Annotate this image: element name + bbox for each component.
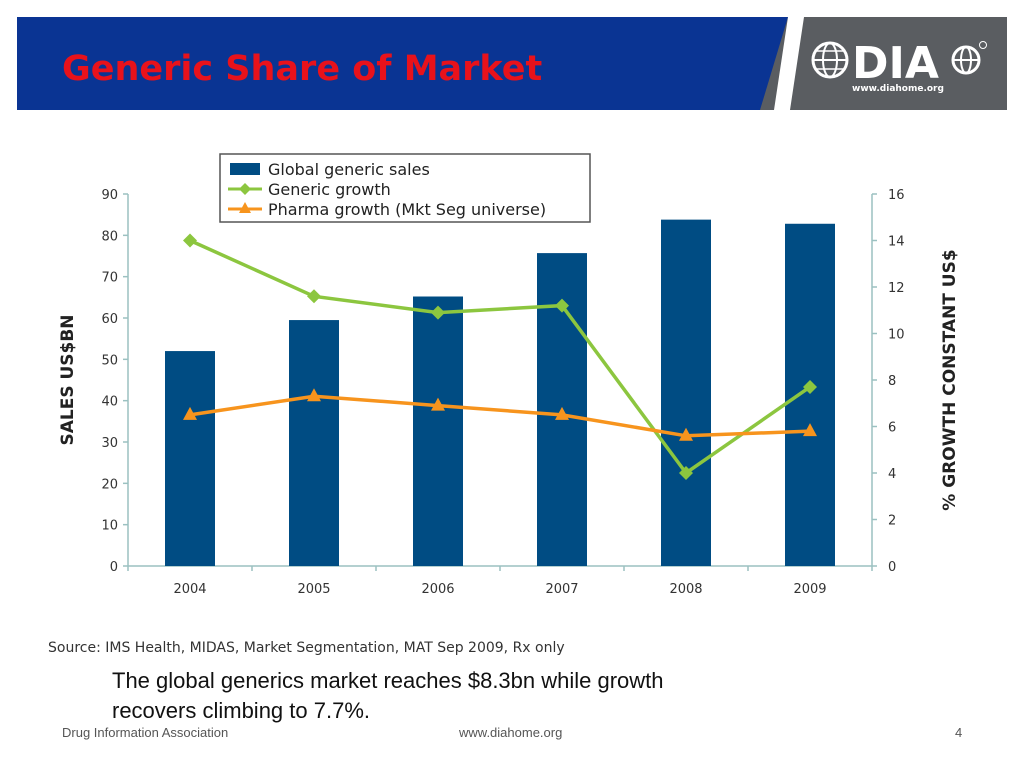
- legend-label-global-generic-sales: Global generic sales: [268, 160, 430, 179]
- y-tick-label-left: 50: [101, 353, 118, 368]
- pharma-growth-point: [431, 397, 445, 411]
- generic-growth-point: [803, 379, 817, 394]
- globe-icon-right: [951, 45, 981, 75]
- y-tick-label-left: 90: [101, 188, 118, 203]
- y-tick-label-right: 14: [888, 235, 905, 250]
- pharma-growth-point: [183, 406, 197, 420]
- chart: 0 10 20 30 40 50 60 70 80 90 0 2 4 6 8 10 12 14 16 2004 2005…: [58, 153, 960, 597]
- pharma-growth-line: [189, 394, 811, 438]
- y-tick-label-right: 12: [888, 281, 905, 296]
- legend-swatch-global-generic-sales: [230, 163, 260, 175]
- x-tick-label: 2004: [173, 582, 206, 597]
- y-tick-label-right: 16: [888, 188, 905, 203]
- bar-global-generic-sales: [165, 351, 215, 566]
- y-tick-label-right: 4: [888, 467, 896, 482]
- header-bar: [17, 17, 789, 110]
- page-number: 4: [955, 725, 963, 740]
- slide-caption: The global generics market reaches $8.3b…: [112, 668, 664, 723]
- pharma-growth-point: [555, 406, 569, 420]
- globe-icon: [811, 41, 849, 79]
- footer-organization: Drug Information Association: [62, 725, 229, 740]
- y-tick-label-left: 60: [101, 312, 118, 327]
- x-tick-label: 2005: [297, 582, 330, 597]
- legend-marker-generic-growth: [239, 183, 251, 195]
- y-axis-title-left: SALES US$BN: [58, 314, 78, 445]
- bar-global-generic-sales: [785, 223, 835, 566]
- pharma-growth-point: [679, 427, 693, 441]
- bar-global-generic-sales: [413, 296, 463, 566]
- y-tick-label-left: 80: [101, 229, 118, 244]
- generic-growth-point: [307, 289, 321, 304]
- y-tick-label-right: 6: [888, 421, 896, 436]
- y-tick-label-left: 20: [101, 477, 118, 492]
- logo-wordmark: DIA: [852, 38, 939, 89]
- generic-growth-point: [431, 305, 445, 320]
- y-tick-label-left: 0: [110, 560, 118, 575]
- generic-growth-point: [679, 466, 693, 480]
- legend-label-pharma-growth: Pharma growth (Mkt Seg universe): [268, 200, 546, 219]
- footer-url[interactable]: www.diahome.org: [459, 725, 563, 740]
- pharma-growth-point: [307, 388, 321, 402]
- y-tick-label-left: 70: [101, 271, 118, 286]
- legend: [219, 153, 591, 223]
- chart-source: Source: IMS Health, MIDAS, Market Segmen…: [48, 640, 565, 656]
- x-tick-label: 2006: [421, 582, 454, 597]
- bar-global-generic-sales: [661, 219, 711, 567]
- y-tick-label-left: 30: [101, 436, 118, 451]
- registered-icon: [979, 41, 987, 49]
- y-tick-label-right: 10: [888, 328, 905, 343]
- x-tick-label: 2008: [669, 582, 702, 597]
- legend-marker-pharma-growth: [239, 202, 251, 213]
- pharma-growth-point: [803, 423, 817, 437]
- dia-logo: DIA: [811, 38, 987, 89]
- x-tick-label: 2007: [545, 582, 578, 597]
- y-axis-title-right: % GROWTH CONSTANT US$: [940, 249, 960, 510]
- legend-label-generic-growth: Generic growth: [268, 180, 391, 199]
- generic-growth-point: [555, 298, 569, 313]
- slide-title: Generic Share of Market: [62, 49, 543, 89]
- y-tick-label-left: 10: [101, 519, 118, 534]
- generic-growth-point: [183, 233, 197, 248]
- logo-url: www.diahome.org: [852, 84, 944, 94]
- generic-growth-line: [189, 238, 811, 476]
- y-tick-label-right: 2: [888, 514, 896, 529]
- y-tick-label-left: 40: [101, 395, 118, 410]
- y-tick-label-right: 8: [888, 374, 896, 389]
- bar-global-generic-sales: [289, 320, 339, 566]
- x-tick-label: 2009: [793, 582, 826, 597]
- y-tick-label-right: 0: [888, 560, 896, 575]
